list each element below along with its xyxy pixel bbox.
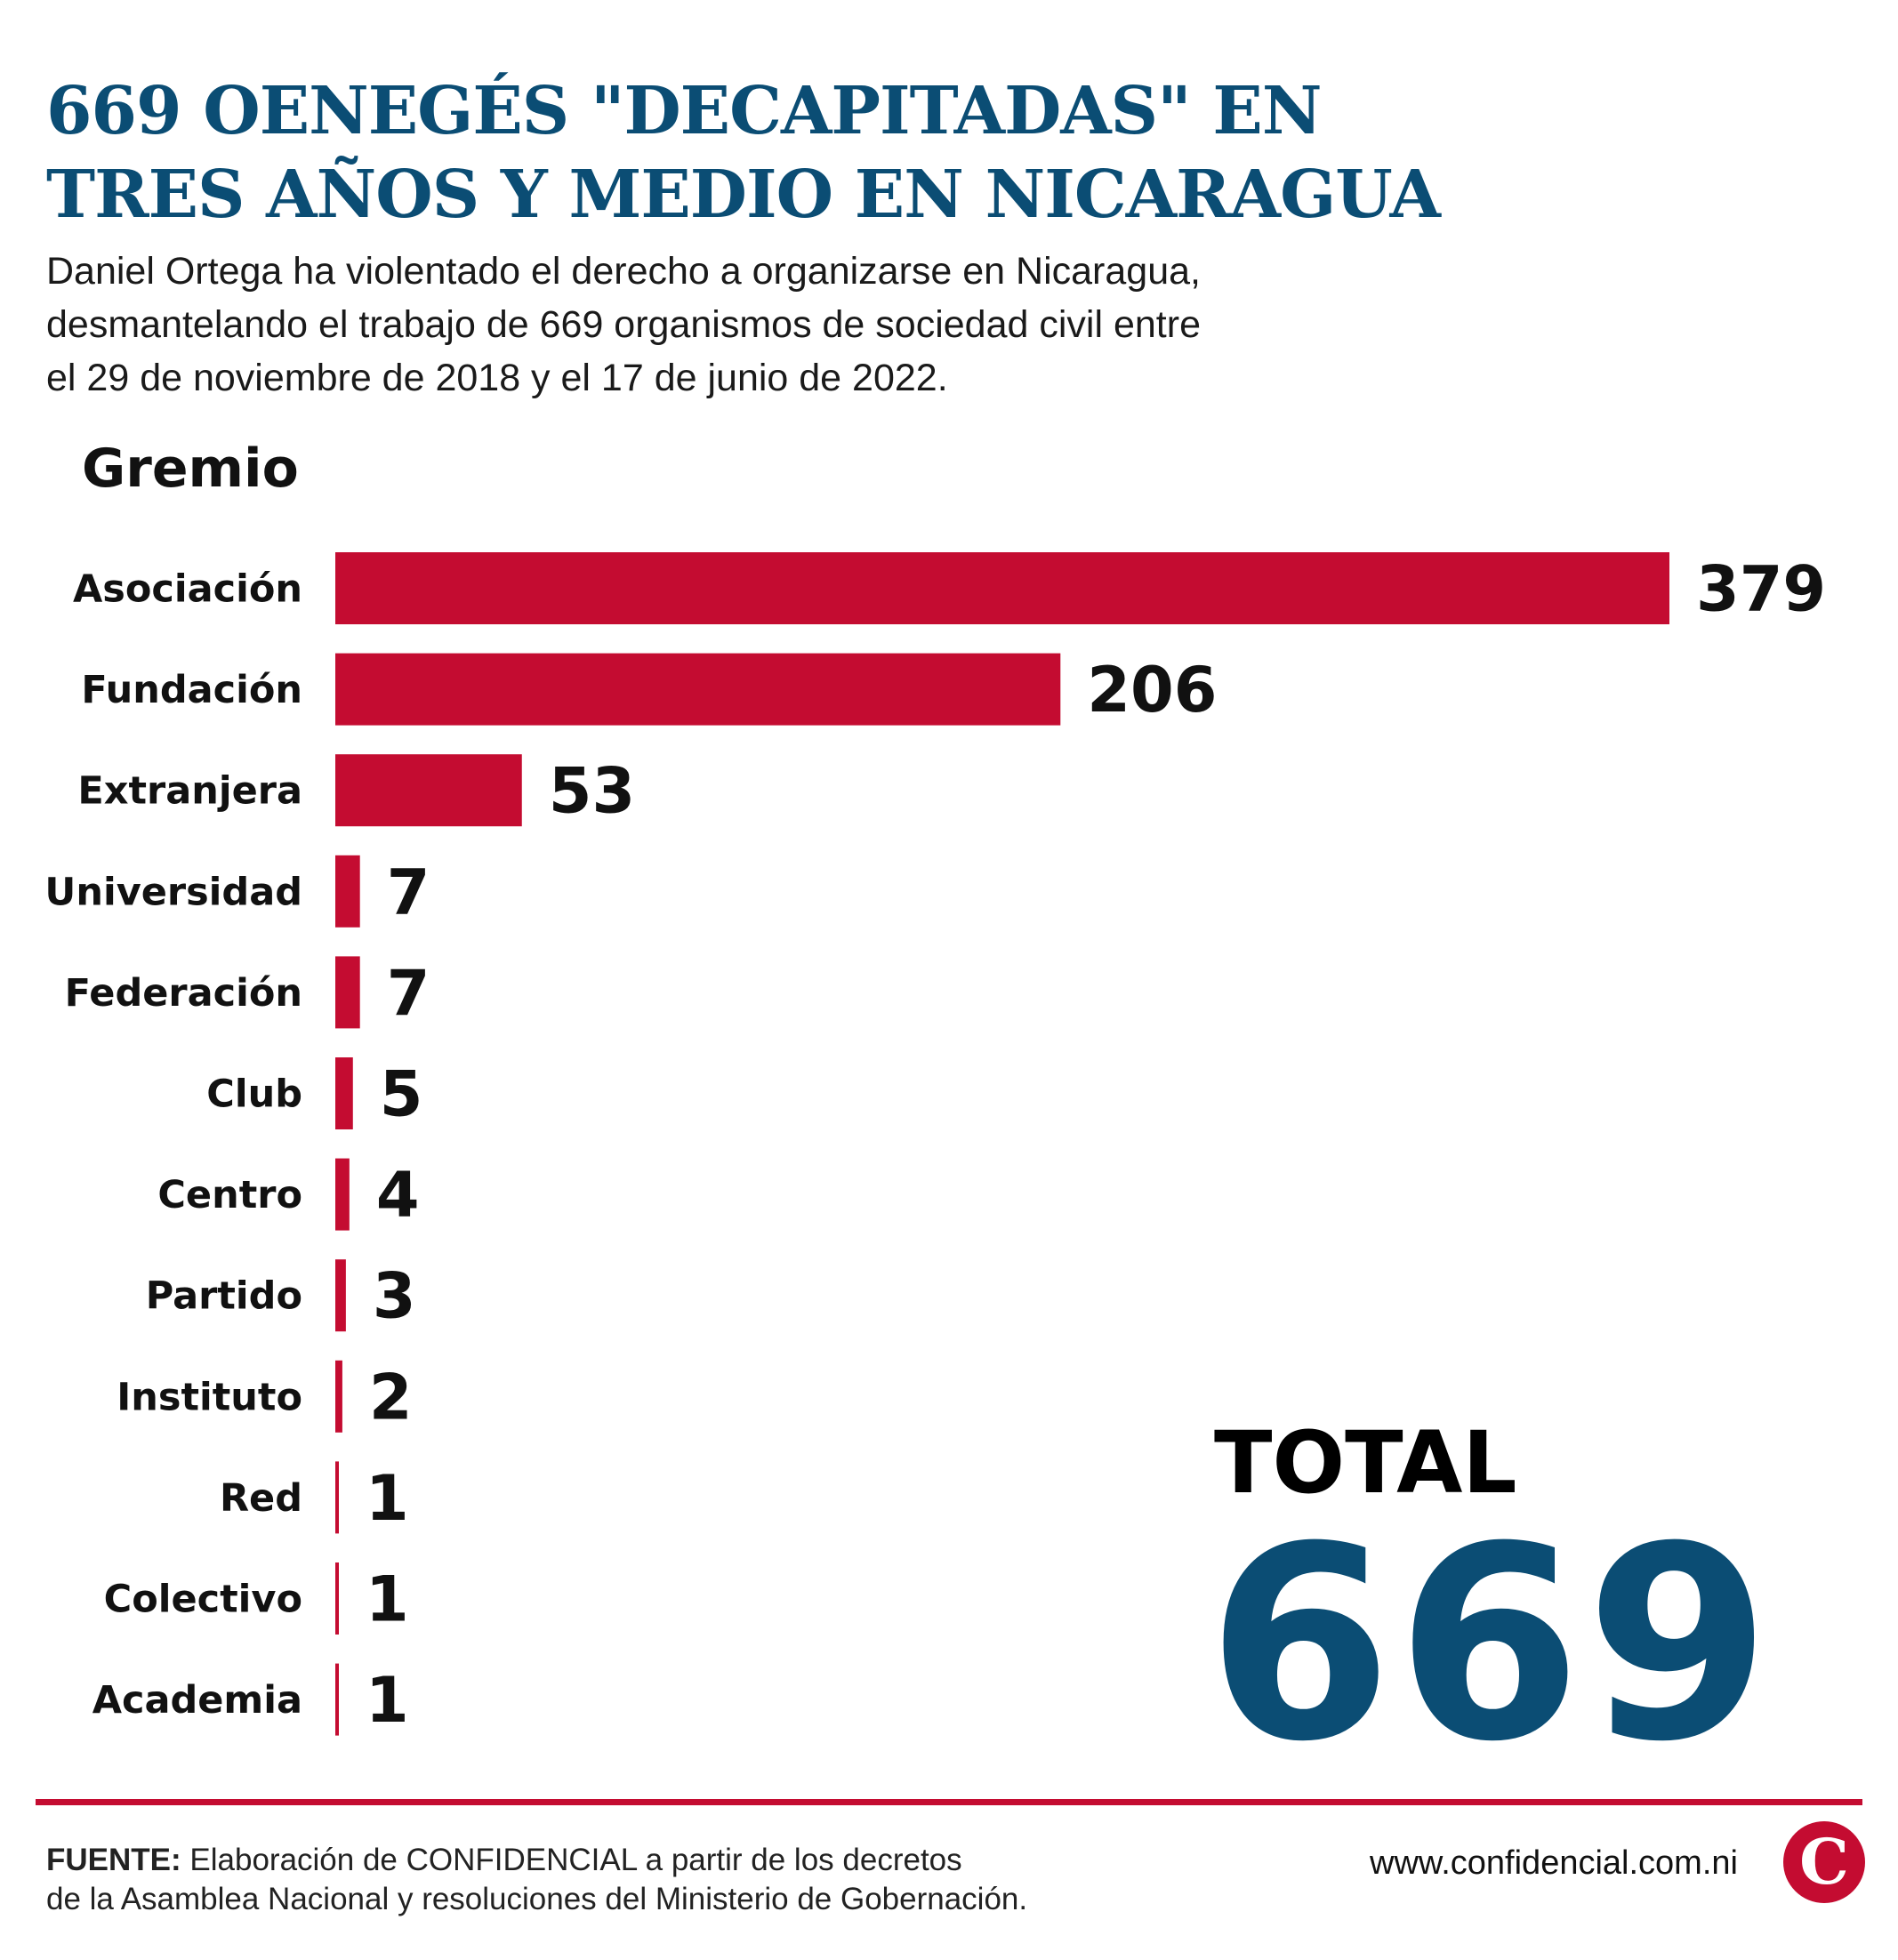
value-label: 3 [373, 1260, 416, 1333]
category-label: Academia [92, 1678, 302, 1723]
bar [335, 956, 360, 1029]
logo-letter: C [1799, 1825, 1849, 1899]
value-label: 206 [1087, 654, 1217, 727]
website-link[interactable]: www.confidencial.com.ni [1370, 1844, 1738, 1882]
footer-divider [36, 1799, 1862, 1805]
total-block: TOTAL 669 [1207, 1413, 1837, 1779]
bar [335, 754, 522, 827]
category-label: Red [220, 1476, 302, 1521]
title-line-1: 669 OENEGÉS "DECAPITADAS" EN [46, 73, 1322, 149]
category-label: Fundación [81, 668, 302, 712]
bar [335, 1057, 353, 1129]
category-header: Gremio [82, 438, 299, 500]
subtitle-line-1: Daniel Ortega ha violentado el derecho a… [46, 250, 1201, 293]
bar [335, 1158, 350, 1231]
chart-title: 669 OENEGÉS "DECAPITADAS" EN TRES AÑOS Y… [46, 69, 1558, 237]
bar [335, 1259, 346, 1332]
category-label: Universidad [44, 870, 302, 914]
bar [335, 552, 1669, 624]
value-label: 4 [376, 1159, 420, 1232]
value-label: 1 [366, 1664, 409, 1737]
value-label: 1 [366, 1563, 409, 1636]
category-label: Extranjera [77, 769, 302, 814]
value-label: 5 [380, 1058, 423, 1131]
bar [335, 653, 1061, 726]
value-label: 379 [1696, 553, 1826, 626]
bar [335, 1663, 339, 1736]
bar [335, 1360, 342, 1433]
subtitle-line-3: el 29 de noviembre de 2018 y el 17 de ju… [46, 357, 948, 399]
category-label: Asociación [73, 567, 302, 612]
value-label: 2 [369, 1361, 413, 1434]
source-text-1: Elaboración de CONFIDENCIAL a partir de … [189, 1843, 962, 1877]
category-label: Instituto [117, 1375, 302, 1419]
value-label: 7 [387, 957, 430, 1030]
source-note: FUENTE: Elaboración de CONFIDENCIAL a pa… [46, 1841, 1291, 1919]
total-label: TOTAL [1214, 1413, 1517, 1513]
confidencial-logo: C [1783, 1821, 1865, 1903]
bar [335, 1461, 339, 1534]
category-label: Centro [157, 1173, 302, 1217]
category-label: Club [206, 1072, 302, 1117]
category-label: Federación [65, 971, 302, 1016]
value-label: 1 [366, 1462, 409, 1535]
chart-subtitle: Daniel Ortega ha violentado el derecho a… [46, 245, 1469, 405]
title-line-2: TRES AÑOS Y MEDIO EN NICARAGUA [46, 157, 1441, 233]
source-text-2: de la Asamblea Nacional y resoluciones d… [46, 1882, 1028, 1916]
category-label: Partido [146, 1274, 302, 1319]
total-value: 669 [1207, 1490, 1775, 1800]
subtitle-line-2: desmantelando el trabajo de 669 organism… [46, 303, 1201, 346]
source-label: FUENTE: [46, 1843, 181, 1877]
value-label: 53 [549, 755, 635, 828]
value-label: 7 [387, 855, 430, 928]
category-label: Colectivo [104, 1578, 302, 1622]
source-line-1: FUENTE: Elaboración de CONFIDENCIAL a pa… [46, 1841, 1291, 1880]
bar [335, 855, 360, 928]
bar [335, 1562, 339, 1635]
